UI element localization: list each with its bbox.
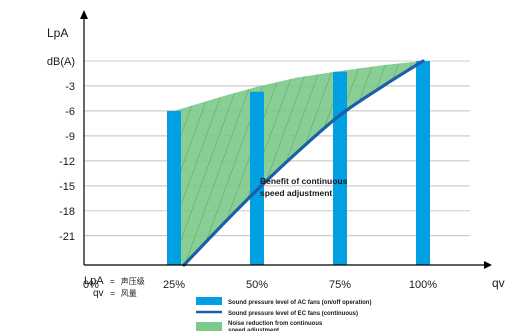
y-tick-label-3: -9 xyxy=(65,131,75,143)
symbol-legend-row-1-eq: = xyxy=(110,277,115,286)
y-tick-label-4: -12 xyxy=(59,156,75,168)
x-tick-label-4: 100% xyxy=(409,279,437,291)
x-axis-title: qv xyxy=(492,276,505,290)
ec-fan-line xyxy=(182,59,425,267)
bar-0 xyxy=(167,110,181,265)
legend-label-noise-reduction: Noise reduction from continuous speed ad… xyxy=(228,321,324,331)
x-tick-label-2: 50% xyxy=(246,279,268,291)
legend-label-ac-fans: Sound pressure level of AC fans (on/off … xyxy=(228,300,371,306)
bar-3 xyxy=(416,61,430,265)
legend-label-noise-reduction-line-2: speed adjustment xyxy=(228,328,279,331)
series-legend: Sound pressure level of AC fans (on/off … xyxy=(196,297,371,331)
x-axis-arrow xyxy=(484,261,492,269)
symbol-legend-row-1: LpA = 声压级 xyxy=(84,275,145,287)
x-axis-title-main: qv xyxy=(492,276,505,290)
y-tick-label-0: dB(A) xyxy=(47,56,75,68)
y-axis-title-main: LpA xyxy=(47,26,68,40)
bar-2 xyxy=(333,71,347,265)
y-tick-labels: dB(A) -3 -6 -9 -12 -15 -18 -21 xyxy=(47,56,75,243)
y-axis-title: LpA xyxy=(47,26,68,40)
bar-1 xyxy=(250,91,264,265)
symbol-legend-row-1-meaning: 声压级 xyxy=(121,276,145,286)
x-tick-label-1: 25% xyxy=(163,279,185,291)
legend-swatch-ac-fans xyxy=(196,297,222,305)
legend-swatch-noise-reduction xyxy=(196,322,222,331)
symbol-legend-row-1-symbol: LpA xyxy=(84,275,104,287)
symbol-legend: LpA = 声压级 qv = 风量 xyxy=(84,275,145,299)
ec-fan-curve xyxy=(182,59,425,267)
symbol-legend-row-2-meaning: 风量 xyxy=(121,289,137,298)
y-tick-label-1: -3 xyxy=(65,81,75,93)
x-tick-label-3: 75% xyxy=(329,279,351,291)
y-axis-arrow xyxy=(80,10,88,19)
ac-fan-bars xyxy=(167,61,430,265)
noise-reduction-area xyxy=(174,61,423,265)
symbol-legend-row-2-eq: = xyxy=(110,289,115,298)
noise-reduction-hatch xyxy=(174,61,423,265)
y-tick-label-7: -21 xyxy=(59,231,75,243)
annotation-line-2: speed adjustment xyxy=(260,188,332,198)
legend-label-noise-reduction-line-1: Noise reduction from continuous xyxy=(228,321,323,327)
axes xyxy=(80,10,492,269)
y-tick-label-6: -18 xyxy=(59,206,75,218)
legend-label-ec-fans: Sound pressure level of EC fans (continu… xyxy=(228,311,358,317)
y-tick-label-5: -15 xyxy=(59,181,75,193)
x-tick-labels: 0% 25% 50% 75% 100% xyxy=(83,279,437,291)
x-tick-label-0: 0% xyxy=(83,279,99,291)
y-tick-label-2: -6 xyxy=(65,106,75,118)
symbol-legend-row-2-symbol: qv xyxy=(93,288,104,299)
annotation-line-1: Benefit of continuous xyxy=(260,176,348,186)
symbol-legend-row-2: qv = 风量 xyxy=(93,288,137,299)
